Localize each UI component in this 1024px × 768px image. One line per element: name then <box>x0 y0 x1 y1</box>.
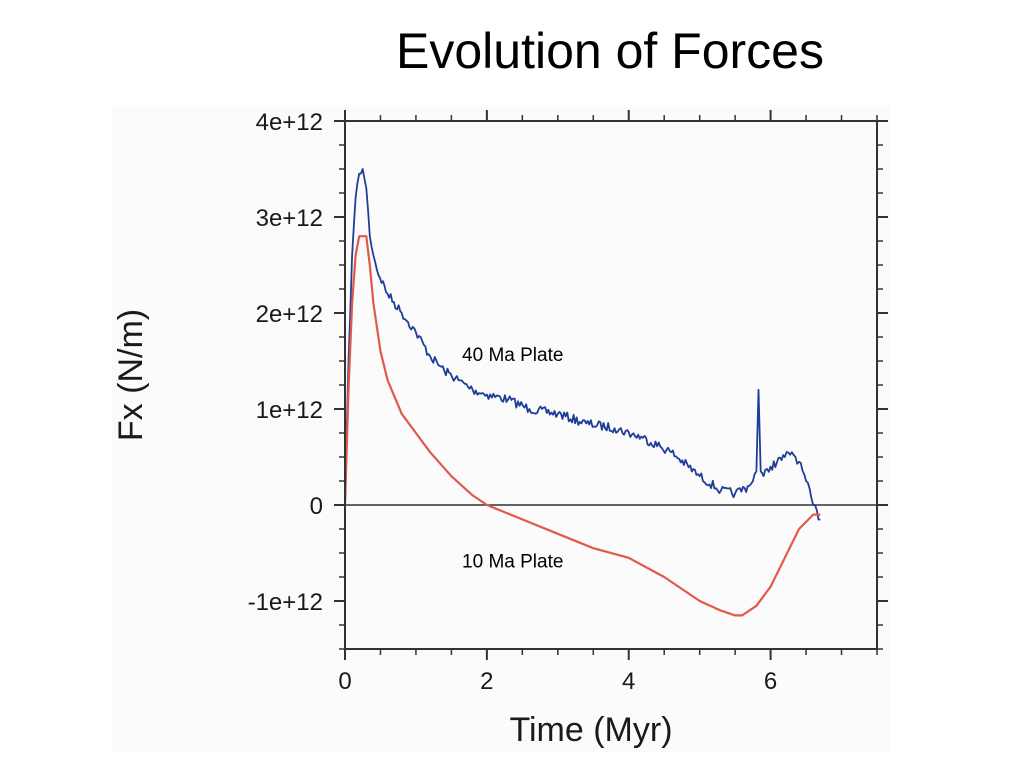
series-line-0 <box>344 168 821 521</box>
series-annotation: 40 Ma Plate <box>462 345 563 366</box>
line-chart: 0 2 4 6 4e+12 3e+12 2e+12 1e+12 0 -1e+12 40 Ma Pla… <box>112 109 888 749</box>
y-tick-label: -1e+12 <box>248 589 323 616</box>
y-tick-label: 3e+12 <box>256 205 323 232</box>
y-tick-label: 0 <box>310 493 323 520</box>
y-tick-label: 2e+12 <box>256 301 323 328</box>
slide-title: Evolution of Forces <box>396 23 824 79</box>
y-tick-label: 1e+12 <box>256 397 323 424</box>
series-line-1 <box>343 235 821 617</box>
x-tick-label: 0 <box>338 668 351 695</box>
x-tick-label: 4 <box>622 668 635 695</box>
chart-panel: 0 2 4 6 4e+12 3e+12 2e+12 1e+12 0 -1e+12 40 Ma Pla… <box>112 106 890 752</box>
x-tick-label: 6 <box>764 668 777 695</box>
x-axis-title: Time (Myr) <box>509 711 672 749</box>
y-tick-label: 4e+12 <box>256 109 323 136</box>
series-annotation: 10 Ma Plate <box>462 551 563 572</box>
y-axis-title: Fx (N/m) <box>112 309 150 441</box>
plot-frame <box>344 120 878 650</box>
x-tick-label: 2 <box>480 668 493 695</box>
